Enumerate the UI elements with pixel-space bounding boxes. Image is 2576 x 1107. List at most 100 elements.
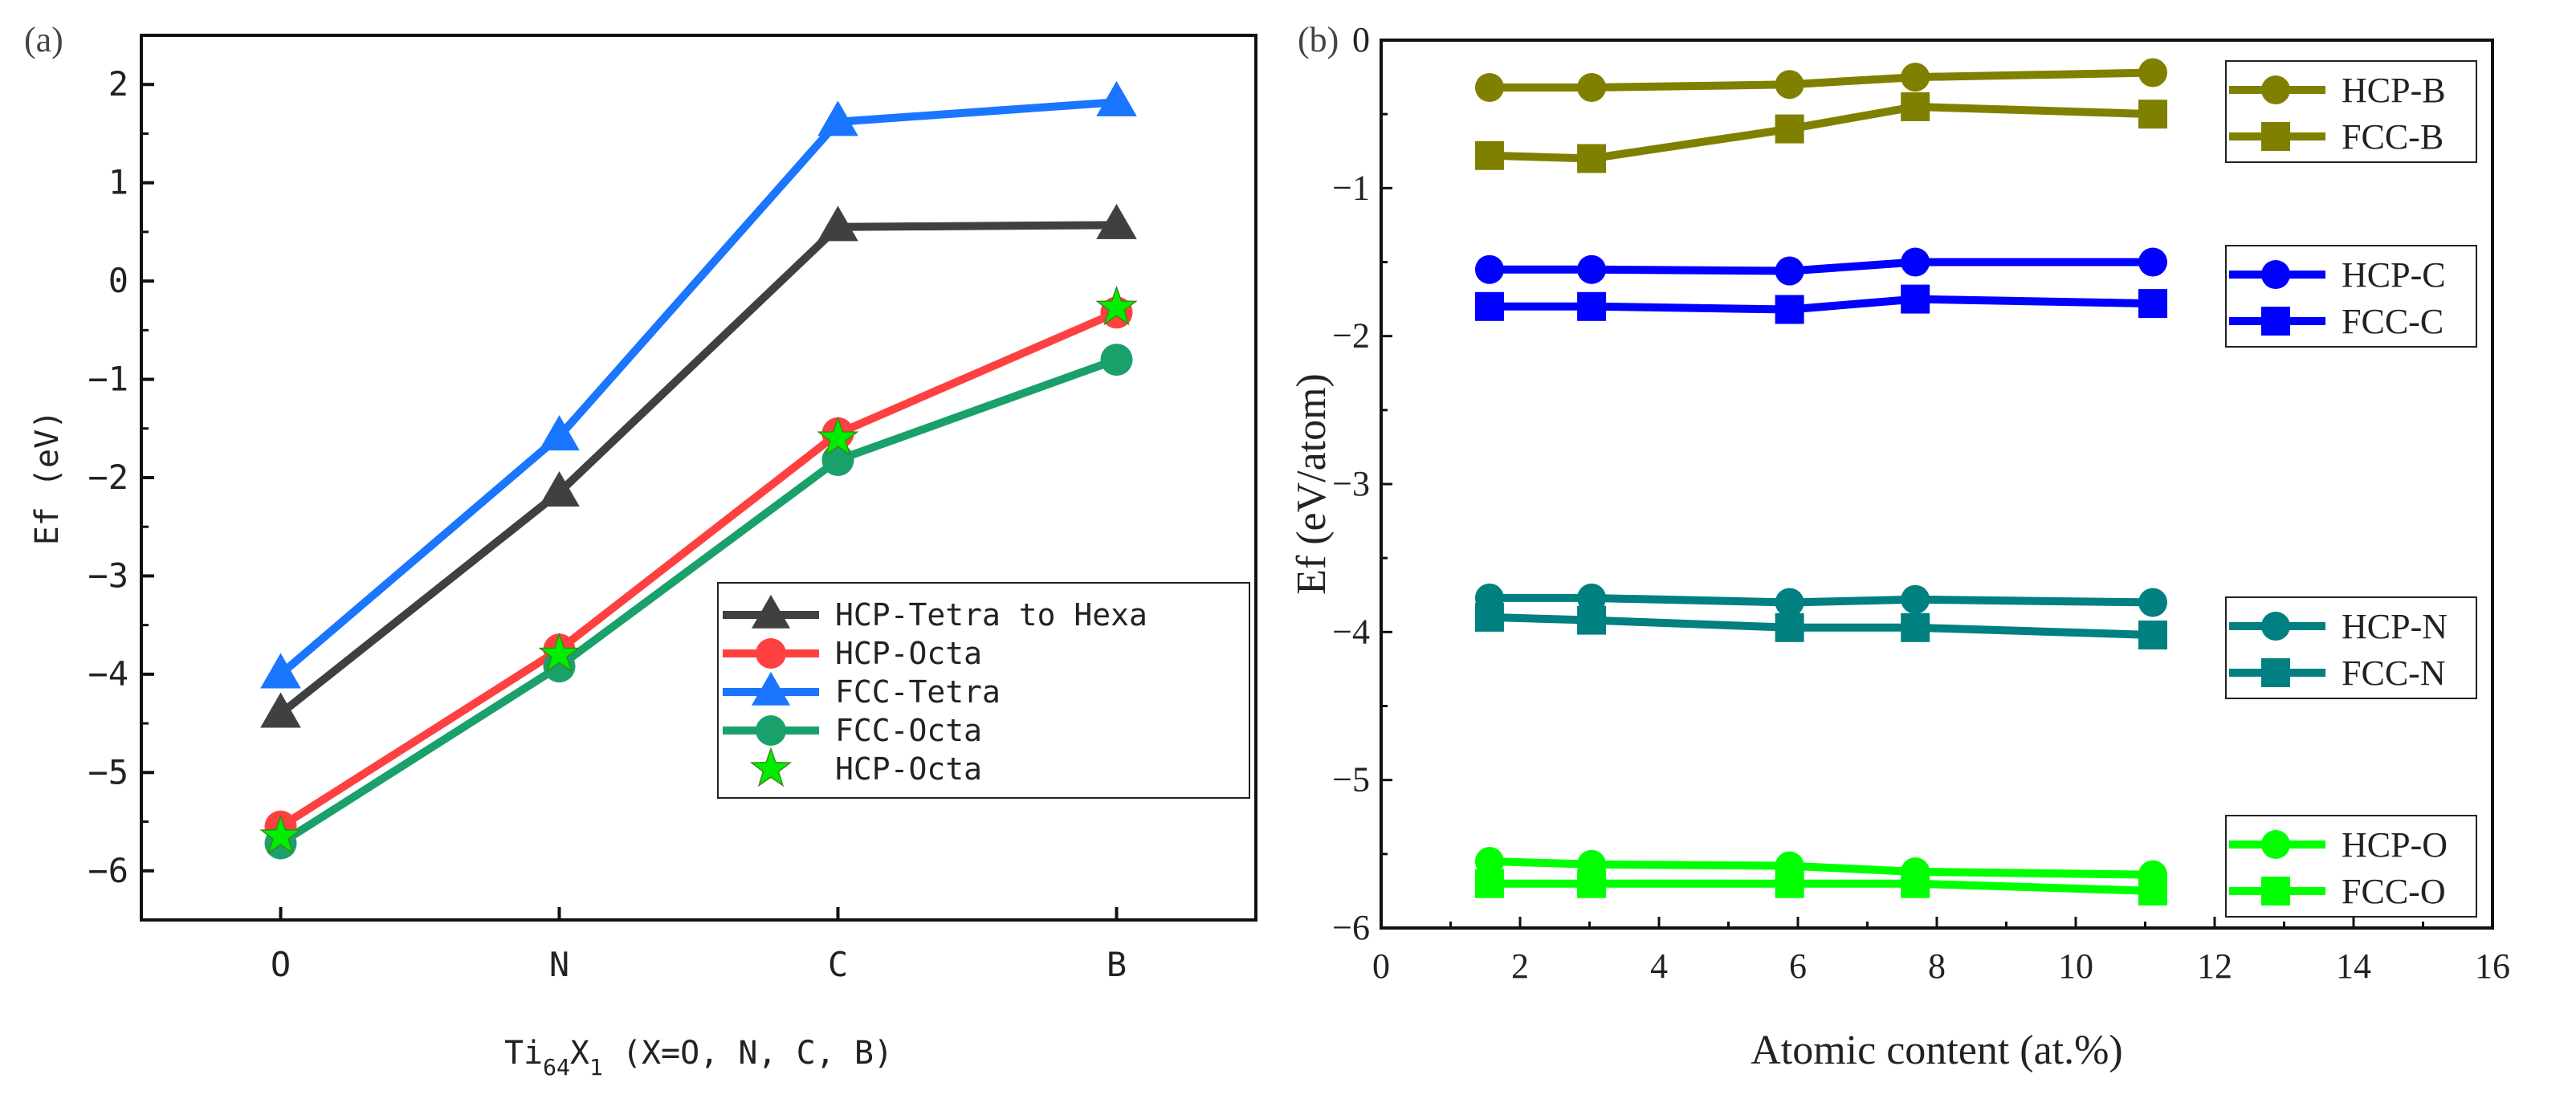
legend-marker [2261,877,2290,906]
data-point [1474,869,1504,898]
legend-marker [749,747,793,788]
data-point [1775,869,1804,898]
x-tick-label: O [271,945,291,984]
legend-marker [2261,260,2290,289]
data-point [1577,583,1607,613]
legend-label: HCP-Tetra to Hexa [835,597,1147,633]
data-point [1474,847,1504,877]
x-tick-label: 10 [2058,946,2093,986]
legend-box [2225,60,2477,163]
x-axis-label-part: X [570,1035,589,1072]
y-tick-label: −3 [1332,464,1370,503]
data-point [1901,63,1930,92]
data-point [1775,588,1804,617]
data-point [2138,247,2168,277]
y-tick-label: −6 [1332,908,1370,947]
data-point [2138,100,2168,129]
data-point [1474,140,1504,170]
legend-label: HCP-B [2342,71,2446,110]
data-point [821,443,854,476]
legend-marker [2261,75,2290,104]
series-fcc-n [1474,602,2168,650]
data-point [1474,72,1504,102]
y-tick-label: 2 [108,64,128,104]
legend-label: HCP-C [2342,255,2446,295]
legend-label: HCP-Octa [835,751,982,787]
series-hcp-n [1474,583,2168,617]
data-point [1100,344,1133,376]
y-tick-label: 1 [108,163,128,202]
x-tick-label: B [1107,945,1127,984]
x-axis-label: Atomic content (at.%) [1751,1028,2123,1073]
legend-marker [2261,307,2290,336]
legend-label: HCP-Octa [835,636,982,671]
y-tick-label: −4 [88,654,128,694]
y-axis-label: Ef (eV/atom) [1289,373,1335,595]
y-tick-label: 0 [108,261,128,300]
legend-marker [2261,122,2290,151]
data-point [1901,247,1930,277]
data-point [539,415,580,451]
y-tick-label: −2 [1332,316,1370,356]
series-fcc-c [1474,284,2168,324]
data-point [817,206,858,242]
data-point [1095,285,1138,326]
x-axis-label-part: Ti [504,1035,543,1072]
x-axis-label-part: (X=O, N, C, B) [603,1035,893,1072]
data-point [1901,613,1930,642]
legend-label: FCC-N [2342,653,2446,693]
data-point [1474,291,1504,321]
y-tick-label: −1 [88,360,128,399]
y-tick-label: 0 [1352,20,1370,59]
legend: HCP-Tetra to HexaHCP-OctaFCC-TetraFCC-Oc… [717,582,1250,799]
panel-label: (b) [1298,20,1339,59]
y-tick-label: −2 [88,458,128,497]
data-point [1474,254,1504,284]
x-tick-label: 8 [1928,946,1946,986]
y-tick-label: −4 [1332,612,1370,651]
x-tick-label: N [549,945,569,984]
data-point [538,632,581,673]
data-point [817,100,858,136]
data-point [1775,70,1804,100]
data-point [1901,869,1930,898]
y-axis-label: Ef (eV) [29,410,66,546]
y-tick-label: −6 [88,851,128,890]
series-hcp-tetra-to-hexa [260,203,1137,728]
data-point [817,416,859,457]
legend-group: HCP-O FCC-O [2225,815,2477,918]
legend-label: FCC-Tetra [835,674,1001,710]
data-point [539,470,580,507]
plot-frame [1380,39,2494,930]
legend-group: HCP-C FCC-C [2225,245,2477,348]
data-point [1577,605,1607,635]
data-point [2138,588,2168,617]
data-point [1775,256,1804,286]
series-line [278,98,1117,678]
data-point [260,653,301,689]
series-hcp-octa [259,285,1138,855]
data-point [259,814,302,855]
data-point [1096,203,1137,239]
legend-marker [751,671,791,706]
data-point [1474,602,1504,632]
x-axis-label: Ti64X1 (X=O, N, C, B) [504,1035,893,1081]
data-point [1775,613,1804,642]
data-point [260,692,301,728]
x-tick-label: 4 [1650,946,1668,986]
y-tick-label: −1 [1332,168,1370,207]
series-hcp-c [1474,247,2168,286]
legend-group: HCP-B FCC-B [2225,60,2477,163]
legend-marker [751,594,791,629]
data-point [2138,58,2168,88]
legend-marker [756,715,786,746]
x-tick-label: 12 [2197,946,2232,986]
data-point [1577,72,1607,102]
legend-label: FCC-Octa [835,713,982,748]
x-tick-label: 6 [1789,946,1807,986]
series-fcc-o [1474,869,2168,906]
series-line [278,308,1119,830]
y-tick-label: −5 [88,752,128,792]
